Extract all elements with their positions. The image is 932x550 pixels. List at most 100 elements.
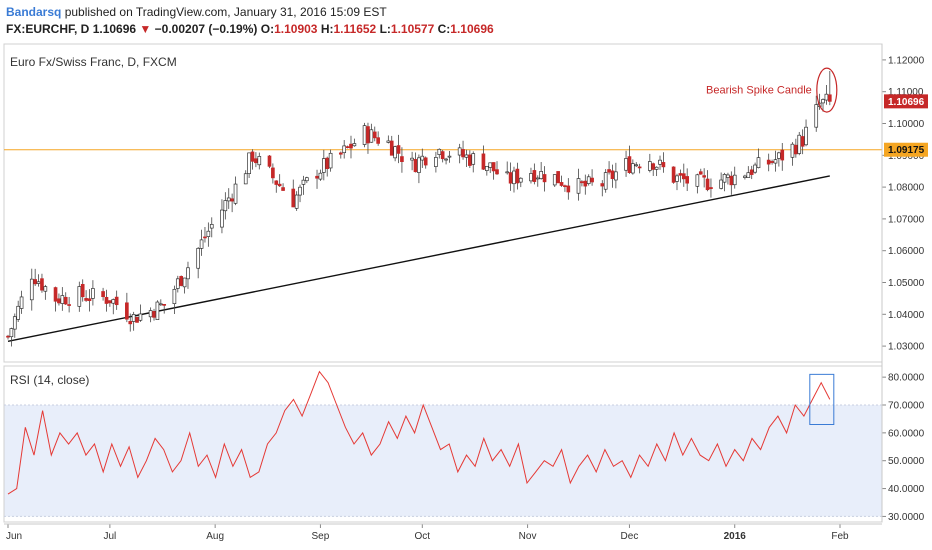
candle-body <box>756 157 761 169</box>
candle-body <box>434 157 438 167</box>
candle-body <box>770 161 774 163</box>
candle-body <box>658 159 662 165</box>
candle-body <box>671 166 676 183</box>
close-value: 1.10696 <box>450 22 494 36</box>
candle-body <box>40 278 44 291</box>
candle-body <box>614 171 618 181</box>
candle-body <box>440 151 445 160</box>
candle-body <box>709 187 713 189</box>
time-tick-label: Jul <box>103 531 116 542</box>
candle-body <box>590 177 594 183</box>
candle-body <box>87 298 92 302</box>
candle-body <box>631 163 635 174</box>
price-tick-label: 1.07000 <box>888 214 925 225</box>
candle-body <box>254 158 258 164</box>
candle-body <box>794 144 798 155</box>
price-tick-label: 1.08000 <box>888 183 925 194</box>
candle-body <box>114 296 119 306</box>
candle-body <box>790 143 795 158</box>
candle-body <box>637 166 642 169</box>
candle-body <box>321 158 326 173</box>
candle-body <box>257 156 262 166</box>
candle-body <box>654 166 659 170</box>
candle-body <box>301 179 306 185</box>
author-link[interactable]: Bandarsq <box>6 5 62 19</box>
open-value: 1.10903 <box>274 22 318 36</box>
candle-body <box>84 298 88 301</box>
candle-body <box>824 93 829 101</box>
spike-highlight-ellipse[interactable] <box>816 67 838 113</box>
time-tick-label: 2016 <box>724 531 747 542</box>
candle-body <box>148 310 153 318</box>
candle-body <box>277 183 282 187</box>
candle-body <box>773 159 778 164</box>
last-price-tag-bg <box>884 94 928 109</box>
candle-body <box>294 194 299 209</box>
candle-body <box>349 143 353 149</box>
candle-body <box>705 178 710 191</box>
candle-body <box>732 174 737 186</box>
candle-body <box>780 149 785 161</box>
candle-body <box>607 169 611 173</box>
time-axis[interactable]: Jun Jul Aug Sep Oct Nov Dec 2016 Feb <box>6 524 849 542</box>
candle-body <box>6 335 10 338</box>
candle-body <box>223 200 228 212</box>
candle-body <box>345 146 350 148</box>
time-tick-label: Sep <box>312 531 330 542</box>
rsi-tick-label: 70.0000 <box>888 401 925 412</box>
candle-body <box>722 174 727 183</box>
candle-body <box>518 177 523 183</box>
price-tick-label: 1.05000 <box>888 278 925 289</box>
low-value: 1.10577 <box>390 22 435 36</box>
rsi-highlight-box[interactable] <box>809 373 835 426</box>
candle-body <box>19 296 24 309</box>
candle-body <box>495 169 499 175</box>
rsi-line <box>7 370 831 495</box>
candle-body <box>186 267 190 280</box>
candle-body <box>481 153 486 170</box>
last-price-tag: 1.10696 <box>884 94 928 109</box>
candle-body <box>366 126 370 144</box>
candle-body <box>766 159 771 165</box>
candle-body <box>586 176 591 184</box>
rsi-tick-label: 80.0000 <box>888 373 925 384</box>
candle-body <box>552 174 557 186</box>
candle-body <box>372 131 377 139</box>
candle-body <box>753 164 757 173</box>
down-arrow-icon: ▼ <box>139 22 152 36</box>
rsi-tick-label: 40.0000 <box>888 484 925 495</box>
candle-body <box>206 230 211 237</box>
close-label: C: <box>437 22 451 36</box>
time-tick-label: Oct <box>415 531 431 542</box>
candle-body <box>342 145 347 154</box>
candle-body <box>152 311 156 318</box>
candle-body <box>423 157 428 166</box>
candle-body <box>376 137 380 144</box>
price-tick-label: 1.04000 <box>888 310 925 321</box>
candle-body <box>603 172 608 190</box>
candle-body <box>624 158 628 171</box>
candle-body <box>128 321 133 325</box>
candle-body <box>12 316 17 330</box>
publish-info: Bandarsq published on TradingView.com, J… <box>6 5 387 19</box>
level-price-tag-text: 1.09175 <box>888 145 925 156</box>
candle-body <box>749 169 754 175</box>
time-tick-label: Nov <box>519 531 537 542</box>
candle-body <box>539 171 543 179</box>
candle-body <box>437 148 442 155</box>
candle-body <box>36 281 41 284</box>
rsi-band <box>4 405 882 517</box>
candle-body <box>457 147 462 156</box>
candle-body <box>220 209 224 228</box>
last-value: 1.10696 <box>92 22 137 36</box>
rsi-axis[interactable]: 80.0000 70.0000 60.0000 50.0000 40.0000 30.00… <box>882 373 925 523</box>
level-price-tag: 1.09175 <box>884 142 928 157</box>
trend-line[interactable] <box>7 175 830 343</box>
candle-body <box>203 236 207 239</box>
candle-body <box>583 180 588 187</box>
candle-body <box>695 174 700 187</box>
candle-body <box>369 129 374 143</box>
candle-body <box>271 167 275 179</box>
candle-body <box>182 277 187 288</box>
